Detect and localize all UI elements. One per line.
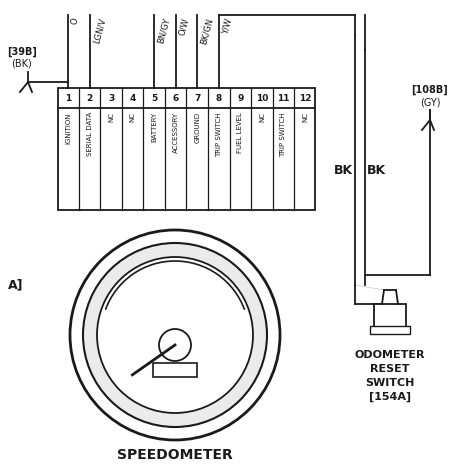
Text: O: O	[70, 17, 81, 26]
Bar	[58, 88, 315, 210]
Text: SERIAL DATA: SERIAL DATA	[87, 112, 92, 156]
Text: NC: NC	[302, 112, 308, 122]
Text: Y/W: Y/W	[221, 17, 234, 35]
Text: NC: NC	[129, 112, 136, 122]
Text: SPEEDOMETER: SPEEDOMETER	[117, 448, 233, 462]
Text: 5: 5	[151, 94, 157, 103]
Text: 2: 2	[86, 94, 93, 103]
Text: 3: 3	[108, 94, 114, 103]
Circle shape	[159, 329, 191, 361]
Bar	[370, 326, 410, 334]
Text: 11: 11	[277, 94, 290, 103]
Text: 12: 12	[299, 94, 311, 103]
Text: 7: 7	[194, 94, 201, 103]
Text: ODOMETER: ODOMETER	[355, 350, 425, 360]
Text: FUEL LEVEL: FUEL LEVEL	[237, 112, 243, 153]
Circle shape	[97, 257, 253, 413]
Text: 4: 4	[129, 94, 136, 103]
Text: SWITCH: SWITCH	[365, 378, 415, 388]
Text: A]: A]	[8, 279, 24, 291]
Text: LGN/V: LGN/V	[91, 17, 107, 44]
Text: TRIP SWITCH: TRIP SWITCH	[216, 112, 222, 157]
Bar	[374, 304, 406, 328]
Text: [39B]: [39B]	[7, 47, 37, 57]
Text: BK: BK	[334, 164, 353, 176]
Text: BATTERY: BATTERY	[151, 112, 157, 142]
Text: (GY): (GY)	[420, 97, 440, 107]
Circle shape	[83, 243, 267, 427]
Text: RESET: RESET	[370, 364, 410, 374]
Text: 6: 6	[173, 94, 179, 103]
Text: 1: 1	[65, 94, 71, 103]
Text: (BK): (BK)	[12, 58, 32, 68]
Text: O/W: O/W	[178, 17, 191, 36]
Text: BN/GY: BN/GY	[156, 17, 172, 44]
Text: 9: 9	[237, 94, 244, 103]
Bar	[153, 363, 197, 377]
Text: ACCESSORY: ACCESSORY	[173, 112, 179, 153]
Text: 8: 8	[216, 94, 222, 103]
Text: NC: NC	[259, 112, 265, 122]
Text: BK: BK	[367, 164, 386, 176]
Text: GROUND: GROUND	[194, 112, 201, 143]
Text: TRIP SWITCH: TRIP SWITCH	[281, 112, 286, 157]
Circle shape	[70, 230, 280, 440]
Text: NC: NC	[108, 112, 114, 122]
Text: BK/GN: BK/GN	[199, 17, 215, 45]
Text: [108B]: [108B]	[411, 85, 448, 95]
Text: IGNITION: IGNITION	[65, 112, 71, 143]
Text: [154A]: [154A]	[369, 392, 411, 402]
Text: 10: 10	[255, 94, 268, 103]
